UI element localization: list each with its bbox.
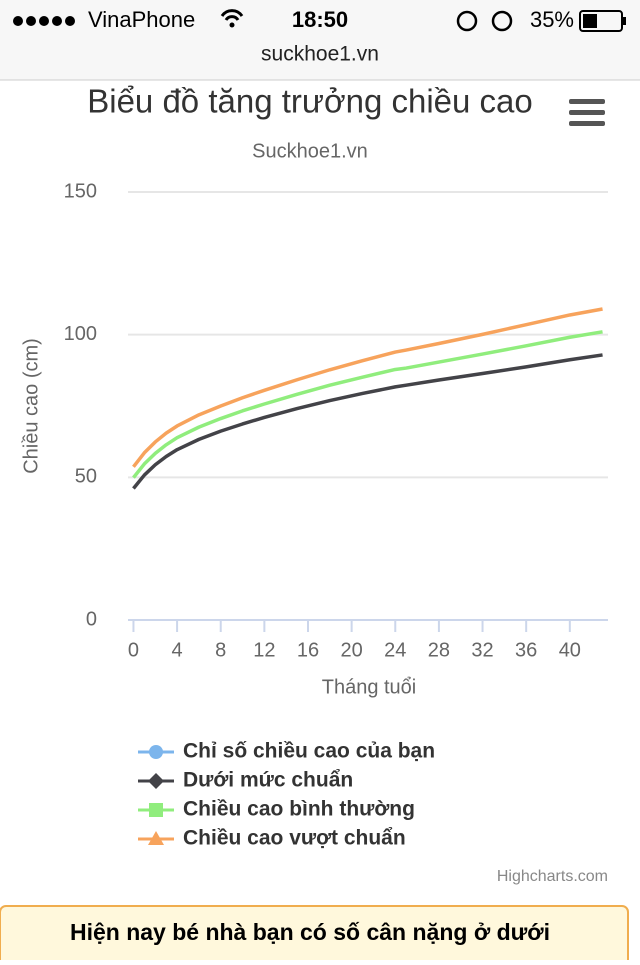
y-axis-label: Chiều cao (cm) [20,338,42,474]
x-tick-label: 36 [515,639,537,661]
clock: 18:50 [292,7,348,32]
credits[interactable]: Highcharts.com [497,868,608,885]
legend-label: Chiều cao bình thường [183,798,415,821]
battery-icon [579,10,623,32]
x-tick-label: 0 [128,639,139,661]
notice-text: Hiện nay bé nhà bạn có số cân nặng ở dướ… [70,919,550,945]
x-tick-label: 40 [559,639,581,661]
x-tick-label: 12 [253,639,275,661]
x-tick-label: 32 [471,639,493,661]
menu-button[interactable] [569,99,605,126]
lock-icon [456,10,478,32]
browser-bar [0,0,640,80]
carrier: VinaPhone [88,7,195,32]
legend-marker [148,773,164,789]
x-tick-label: 28 [428,639,450,661]
legend-marker [148,831,164,845]
chart-subtitle: Suckhoe1.vn [252,140,368,162]
wifi-icon [220,9,244,21]
y-tick-label: 150 [64,180,97,202]
battery-level [583,14,597,28]
y-tick-label: 0 [86,608,97,630]
legend-marker [149,803,163,817]
chart-title: Biểu đồ tăng trưởng chiều cao [87,83,533,120]
x-tick-label: 24 [384,639,406,661]
series-line [132,307,603,468]
x-tick-label: 20 [341,639,363,661]
x-tick-label: 8 [215,639,226,661]
y-tick-label: 100 [64,323,97,345]
series-line [132,330,603,479]
legend-label: Chỉ số chiều cao của bạn [183,740,435,763]
signal-dots [13,16,75,26]
legend-label: Dưới mức chuẩn [183,769,353,792]
battery-tip [623,17,626,25]
x-tick-label: 4 [172,639,183,661]
alarm-icon [491,10,513,32]
series-line [132,353,603,490]
notice-box [0,905,629,965]
x-axis-label: Tháng tuổi [322,676,417,698]
url[interactable]: suckhoe1.vn [261,43,379,66]
battery-text: 35% [530,7,574,32]
x-tick-label: 16 [297,639,319,661]
wifi-dot [229,22,235,28]
legend-label: Chiều cao vượt chuẩn [183,827,406,850]
y-tick-label: 50 [75,466,97,488]
legend-marker [149,745,163,759]
